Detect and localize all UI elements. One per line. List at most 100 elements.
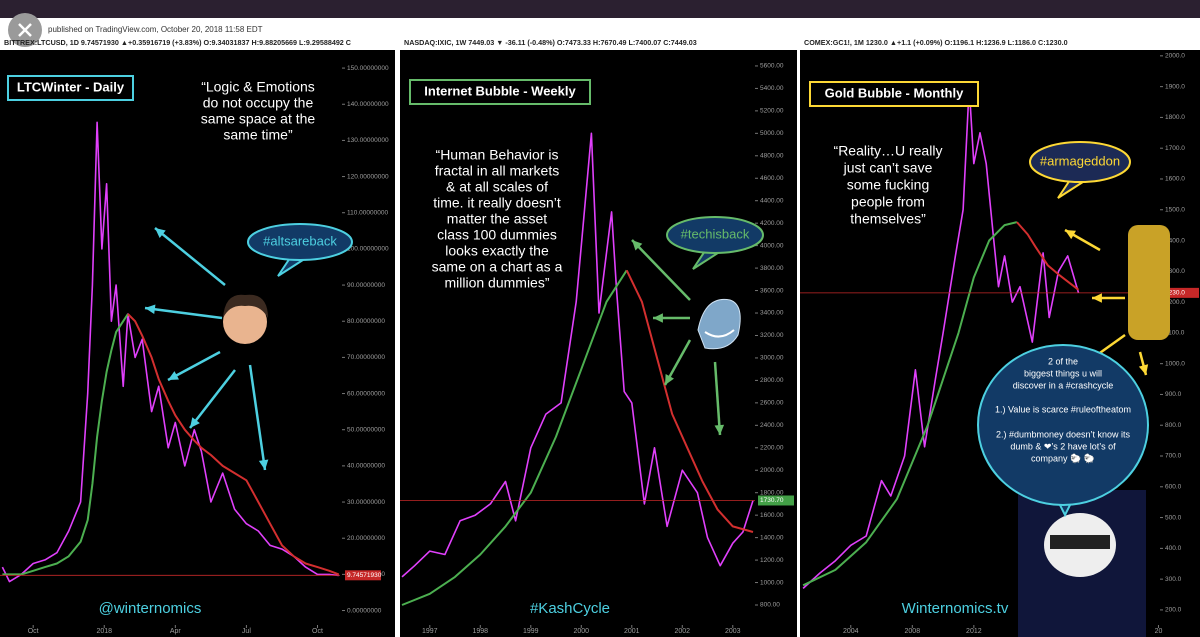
watermark: @winternomics [99, 600, 202, 617]
title-box [7, 75, 134, 101]
shark-mouth [704, 329, 735, 338]
x-tick-label: 1998 [473, 628, 489, 635]
x-tick-label: 1997 [422, 628, 438, 635]
arrow [713, 361, 722, 436]
last-price-label: 9.74571930 [347, 572, 382, 579]
y-tick-label: 20.00000000 [347, 535, 385, 542]
quote-line: themselves” [850, 211, 926, 227]
chart-title: Internet Bubble - Weekly [424, 83, 576, 98]
price-line [802, 221, 1018, 587]
symbol-line: BITTREX:LTCUSD, 1D 9.74571930 ▲+0.359167… [4, 38, 351, 47]
hair [223, 294, 268, 318]
x-tick-label: 2018 [96, 628, 112, 635]
x-tick-label: Apr [170, 628, 182, 635]
last-price-label: 1730.70 [760, 497, 784, 504]
arrow-head [714, 424, 725, 435]
x-tick-label: 2008 [905, 628, 921, 635]
hashtag-bubble [247, 223, 353, 261]
bubble-tail [1057, 179, 1087, 199]
published: published on TradingView.com, October 20… [48, 25, 263, 34]
arrow [248, 364, 267, 471]
y-tick-label: 900.0 [1165, 391, 1182, 398]
note-bubble [977, 344, 1149, 506]
shark [697, 298, 741, 350]
y-tick-label: 3000.00 [760, 355, 784, 362]
y-tick-label: 4600.00 [760, 175, 784, 182]
y-tick-label: 3800.00 [760, 265, 784, 272]
arrow [144, 306, 223, 320]
y-tick-label: 120.00000000 [347, 173, 389, 180]
price-line [401, 269, 628, 606]
last-price-box [345, 570, 381, 581]
arrow-head [632, 240, 643, 251]
hashtag: #techisback [681, 226, 750, 241]
arrow-head [258, 459, 269, 470]
x-tick-label: 2002 [674, 628, 690, 635]
arrow-head [665, 374, 674, 385]
y-tick-label: 1800.00 [760, 489, 784, 496]
x-tick-label: Oct [312, 628, 323, 635]
quote-line: “Logic & Emotions [201, 79, 315, 95]
y-tick-label: 1100.0 [1165, 330, 1185, 337]
last-price-box [758, 495, 794, 506]
y-tick-label: 2200.00 [760, 445, 784, 452]
quote-line: fractal in all markets [435, 163, 559, 179]
x-tick-label: Jul [242, 628, 251, 635]
quote-line: & at all scales of [446, 179, 548, 195]
symbol-line: COMEX:GC1!, 1M 1230.0 ▲+1.1 (+0.09%) O:1… [804, 38, 1068, 47]
price-line [1, 121, 339, 583]
quote-line: class 100 dummies [437, 227, 557, 243]
y-tick-label: 2800.00 [760, 377, 784, 384]
y-tick-label: 4200.00 [760, 220, 784, 227]
note-line: company 🐑 🐑 [1031, 452, 1095, 463]
y-tick-label: 1400.00 [760, 534, 784, 541]
arrow-head [653, 313, 663, 323]
y-tick-label: 100.00000000 [347, 246, 389, 253]
y-tick-label: 3600.00 [760, 287, 784, 294]
quote-line: looks exactly the [445, 243, 549, 259]
close-icon[interactable] [18, 23, 32, 37]
y-tick-label: 30.00000000 [347, 499, 385, 506]
close-button[interactable] [8, 13, 42, 47]
note-line: 2.) #dumbmoney doesn’t know its [996, 429, 1131, 439]
y-tick-label: 1800.0 [1165, 114, 1185, 121]
arrow-head [168, 371, 179, 380]
watermark: Winternomics.tv [902, 600, 1009, 617]
note-line: 1.) Value is scarce #ruleoftheatom [995, 404, 1131, 414]
chart-title: Gold Bubble - Monthly [825, 85, 964, 100]
y-tick-label: 700.0 [1165, 453, 1182, 460]
y-tick-label: 2000.00 [760, 467, 784, 474]
y-tick-label: 110.00000000 [347, 209, 388, 216]
quote-line: people from [851, 194, 925, 210]
y-tick-label: 3400.00 [760, 310, 784, 317]
y-tick-label: 0.00000000 [347, 607, 382, 614]
arrow-head [145, 304, 156, 315]
y-tick-label: 800.00 [760, 602, 780, 609]
arrow [154, 227, 226, 286]
y-tick-label: 1600.00 [760, 512, 784, 519]
y-tick-label: 5200.00 [760, 108, 784, 115]
y-tick-label: 5400.00 [760, 85, 784, 92]
price-line [1016, 221, 1080, 291]
y-tick-label: 1500.0 [1165, 206, 1185, 213]
arrow-head [1138, 364, 1149, 375]
y-tick-label: 60.00000000 [347, 390, 385, 397]
y-tick-label: 800.0 [1165, 422, 1182, 429]
title-box [409, 79, 591, 105]
arrow [631, 239, 691, 301]
price-line [2, 313, 129, 576]
x-tick-label: 2001 [624, 628, 640, 635]
y-tick-label: 1000.00 [760, 579, 784, 586]
quote-line: “Reality…U really [834, 143, 943, 159]
x-tick-label: 2012 [966, 628, 982, 635]
price-line [625, 269, 754, 533]
arrow [189, 369, 236, 429]
x-tick-label: 1999 [523, 628, 539, 635]
y-tick-label: 150.00000000 [347, 65, 389, 72]
y-tick-label: 2000.0 [1165, 53, 1185, 60]
y-tick-label: 4000.00 [760, 242, 784, 249]
hashtag: #armageddon [1040, 153, 1120, 168]
note-line: 2 of the [1048, 356, 1078, 366]
y-tick-label: 5000.00 [760, 130, 784, 137]
